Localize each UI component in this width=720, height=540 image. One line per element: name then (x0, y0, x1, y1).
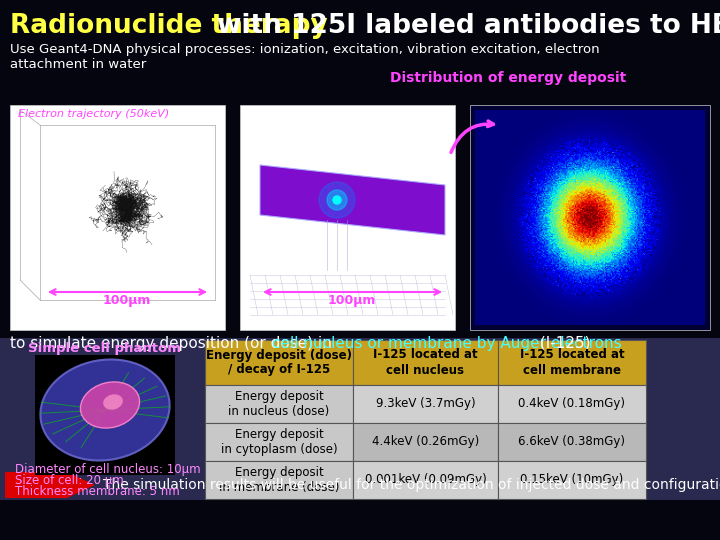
Text: attachment in water: attachment in water (10, 58, 146, 71)
Text: (I-125): (I-125) (534, 336, 590, 351)
Text: I-125 located at
cell nucleus: I-125 located at cell nucleus (373, 348, 478, 376)
FancyBboxPatch shape (10, 105, 225, 330)
Text: 0.001keV (0.09mGy): 0.001keV (0.09mGy) (364, 474, 487, 487)
FancyBboxPatch shape (205, 461, 353, 499)
Circle shape (319, 182, 355, 218)
Text: Radionuclide therapy: Radionuclide therapy (10, 13, 337, 39)
Text: 4.4keV (0.26mGy): 4.4keV (0.26mGy) (372, 435, 479, 449)
Text: to simulate energy deposition (or dose) in: to simulate energy deposition (or dose) … (10, 336, 337, 351)
Text: 0.15keV (10mGy): 0.15keV (10mGy) (521, 474, 624, 487)
Circle shape (333, 196, 341, 204)
Text: 100μm: 100μm (328, 294, 376, 307)
Circle shape (327, 190, 347, 210)
FancyBboxPatch shape (205, 340, 353, 385)
FancyBboxPatch shape (35, 355, 175, 475)
FancyBboxPatch shape (498, 423, 646, 461)
FancyBboxPatch shape (240, 105, 455, 330)
Ellipse shape (81, 382, 140, 428)
FancyBboxPatch shape (0, 338, 720, 500)
Text: Use Geant4-DNA physical processes: ionization, excitation, vibration excitation,: Use Geant4-DNA physical processes: ioniz… (10, 43, 600, 56)
FancyBboxPatch shape (498, 461, 646, 499)
Text: I-125 located at
cell membrane: I-125 located at cell membrane (520, 348, 624, 376)
FancyBboxPatch shape (353, 385, 498, 423)
FancyBboxPatch shape (205, 423, 353, 461)
Text: Simple cell phantom: Simple cell phantom (29, 342, 181, 355)
FancyBboxPatch shape (205, 385, 353, 423)
Text: 100μm: 100μm (103, 294, 151, 307)
Text: 0.4keV (0.18mGy): 0.4keV (0.18mGy) (518, 397, 626, 410)
Polygon shape (67, 472, 95, 498)
Polygon shape (260, 165, 445, 235)
Text: Energy deposit
in nucleus (dose): Energy deposit in nucleus (dose) (228, 390, 330, 418)
FancyBboxPatch shape (498, 340, 646, 385)
Text: Diameter of cell nucleus: 10μm: Diameter of cell nucleus: 10μm (15, 463, 201, 476)
Text: with 125I labeled antibodies to HER: with 125I labeled antibodies to HER (217, 13, 720, 39)
Ellipse shape (40, 360, 170, 461)
Text: Energy deposit
in membrane (dose): Energy deposit in membrane (dose) (219, 466, 339, 494)
Ellipse shape (103, 394, 123, 410)
Text: Energy deposit (dose)
/ decay of I-125: Energy deposit (dose) / decay of I-125 (206, 348, 352, 376)
Text: cell nucleus or membrane by Auger electrons: cell nucleus or membrane by Auger electr… (272, 336, 622, 351)
FancyBboxPatch shape (498, 385, 646, 423)
Text: The simulation results will be useful for the optimization of injected dose and : The simulation results will be useful fo… (103, 478, 720, 492)
Text: 6.6keV (0.38mGy): 6.6keV (0.38mGy) (518, 435, 626, 449)
FancyBboxPatch shape (5, 472, 67, 498)
Text: 9.3keV (3.7mGy): 9.3keV (3.7mGy) (376, 397, 475, 410)
Text: Distribution of energy deposit: Distribution of energy deposit (390, 71, 626, 85)
FancyBboxPatch shape (353, 340, 498, 385)
Text: Electron trajectory (50keV): Electron trajectory (50keV) (18, 109, 169, 119)
FancyBboxPatch shape (353, 423, 498, 461)
Text: Energy deposit
in cytoplasm (dose): Energy deposit in cytoplasm (dose) (221, 428, 337, 456)
FancyBboxPatch shape (353, 461, 498, 499)
Text: Size of cell: 20 μm: Size of cell: 20 μm (15, 474, 124, 487)
FancyBboxPatch shape (470, 105, 710, 330)
Text: Thickness membrane: 5 nm: Thickness membrane: 5 nm (15, 485, 180, 498)
